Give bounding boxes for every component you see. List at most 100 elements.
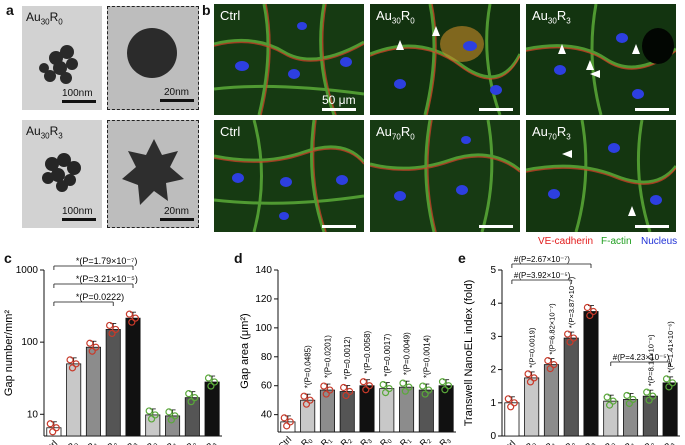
- category-label: Au30R1: [306, 434, 334, 445]
- bar: [204, 381, 220, 437]
- y-tick-label: 2: [490, 365, 496, 376]
- tile-label: Ctrl: [220, 124, 241, 139]
- fluor-scale-bar: [479, 225, 513, 228]
- data-point: [550, 361, 558, 369]
- cell-image: [370, 120, 520, 232]
- bar: [165, 415, 181, 437]
- data-point: [302, 400, 311, 408]
- data-point: [86, 339, 94, 347]
- data-point: [346, 387, 354, 396]
- data-point: [623, 391, 631, 400]
- p-value-annotation: *(P=3.87×10⁻⁷): [567, 276, 576, 328]
- data-point: [385, 385, 393, 393]
- p-value-annotation: #(P=2.67×10⁻⁷): [514, 255, 570, 264]
- scale-bar: [160, 99, 194, 102]
- p-value-annotation: *(P=0.0014): [422, 335, 431, 378]
- data-point: [128, 318, 136, 326]
- data-point: [340, 383, 348, 392]
- data-point: [507, 403, 515, 411]
- y-axis-label: Gap number/mm²: [3, 310, 15, 397]
- y-tick-label: 4: [490, 298, 496, 309]
- data-point: [210, 378, 219, 386]
- p-value-annotation: *(P=8.14×10⁻⁶): [646, 334, 655, 386]
- data-point: [187, 398, 195, 406]
- fluorescence-tile-au30r3: Au30R3: [526, 4, 676, 115]
- data-point: [286, 418, 294, 426]
- p-value-annotation: *(P=0.0017): [383, 333, 392, 376]
- single-particle: [127, 28, 177, 78]
- data-point: [342, 391, 350, 400]
- scale-bar: [62, 100, 96, 103]
- scale-bar: [62, 218, 96, 221]
- data-point: [381, 389, 390, 397]
- data-point: [444, 382, 453, 390]
- data-point: [362, 386, 370, 394]
- tile-label: Au70R0: [376, 124, 415, 142]
- bar: [504, 402, 520, 437]
- data-point: [609, 397, 617, 405]
- data-point: [544, 357, 552, 365]
- fluorescence-tile-ctrl-2: Ctrl: [214, 120, 364, 232]
- data-point: [326, 386, 334, 394]
- panel-a-label: a: [6, 2, 14, 18]
- tem-label: Au30R3: [26, 124, 63, 141]
- data-point: [52, 424, 60, 432]
- category-label: Ctrl: [500, 438, 517, 445]
- y-tick-label: 100: [255, 323, 272, 334]
- y-tick-label: 140: [255, 265, 272, 276]
- legend-nucleus: Nucleus: [641, 236, 678, 247]
- bar: [543, 364, 559, 437]
- data-point: [207, 382, 215, 390]
- p-value-annotation: *(P=0.0012): [343, 336, 352, 379]
- data-point: [564, 330, 572, 338]
- data-point: [421, 390, 429, 398]
- scale-text: 100nm: [62, 88, 93, 99]
- data-point: [425, 386, 433, 394]
- bar: [105, 329, 121, 437]
- data-point: [280, 414, 288, 422]
- category-label: Au70R2: [405, 434, 433, 445]
- data-point: [570, 334, 578, 342]
- bar: [300, 399, 316, 433]
- p-value-annotation: *(P=0.0222): [76, 292, 124, 302]
- data-point: [603, 393, 611, 401]
- fluor-scale-bar: [322, 108, 356, 111]
- data-point: [185, 390, 193, 398]
- y-tick-label: 1000: [16, 265, 39, 276]
- p-value-annotation: #(P=4.23×10⁻⁵): [613, 353, 670, 362]
- data-point: [649, 392, 657, 400]
- bar: [339, 391, 355, 433]
- data-point: [605, 401, 614, 409]
- tem-image-au30r3-high: 20nm: [107, 120, 199, 228]
- data-point: [191, 394, 199, 402]
- category-label: Ctrl: [42, 438, 59, 445]
- category-label: Au30R3: [346, 434, 374, 445]
- data-point: [668, 379, 677, 387]
- fluor-scale-bar: [322, 225, 356, 228]
- data-point: [300, 392, 308, 400]
- data-point: [379, 381, 387, 389]
- data-point: [72, 360, 80, 368]
- bar: [524, 377, 540, 437]
- tile-label: Ctrl: [220, 8, 241, 23]
- bar: [184, 397, 200, 437]
- fluorescence-tile-au70r0: Au70R0: [370, 120, 520, 232]
- bar: [583, 311, 599, 437]
- data-point: [583, 303, 591, 312]
- scale-text: 20nm: [164, 206, 190, 217]
- y-tick-label: 3: [490, 331, 496, 342]
- spiky-particle: [122, 139, 184, 205]
- data-point: [131, 314, 139, 322]
- bar: [662, 382, 678, 437]
- particle-cluster: [39, 45, 78, 84]
- data-point: [662, 375, 671, 383]
- data-point: [419, 382, 427, 390]
- p-value-annotation: *(P=1.79×10⁻⁷): [76, 256, 138, 266]
- data-point: [306, 396, 314, 404]
- data-point: [586, 311, 594, 320]
- y-tick-label: 80: [261, 352, 273, 363]
- p-value-annotation: *(P=1.41×10⁻⁶): [666, 321, 675, 373]
